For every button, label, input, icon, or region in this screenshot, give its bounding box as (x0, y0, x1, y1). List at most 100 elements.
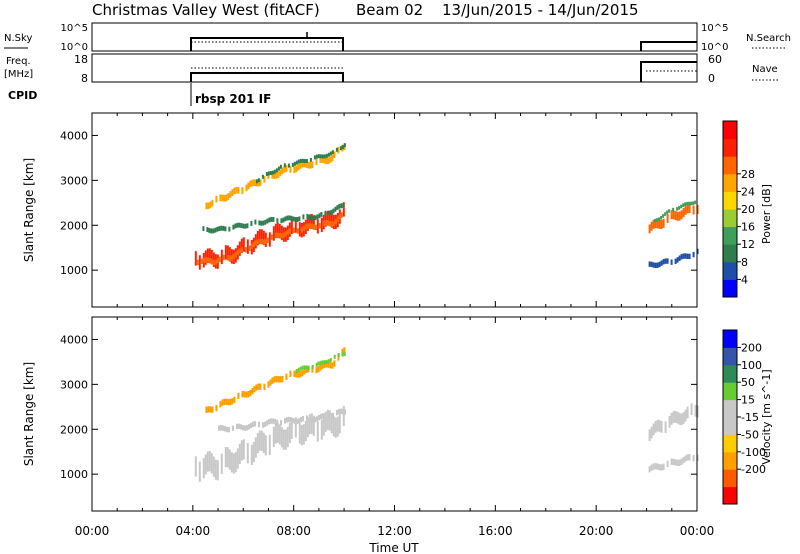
velocity-echo-cell (219, 401, 222, 408)
power-echo-cell (210, 249, 213, 265)
velocity-echo-cell (674, 411, 677, 423)
velocity-echo-cell (676, 459, 679, 466)
velocity-echo-cell (320, 419, 323, 440)
velocity-echo-cell (680, 458, 683, 465)
power-echo-cell (328, 221, 331, 227)
velocity-echo-cell (293, 370, 296, 377)
power-echo-cell (305, 159, 308, 164)
power-echo-cell (238, 222, 241, 228)
power-colorbar-tick-label: 24 (741, 185, 755, 198)
power-echo-cell (337, 146, 340, 154)
velocity-echo-cell (694, 405, 697, 417)
velocity-echo-cell (280, 427, 283, 448)
power-colorbar-swatch (723, 156, 737, 175)
power-echo-cell (319, 156, 322, 163)
power-echo-cell (219, 194, 222, 202)
velocity-echo-cell (670, 458, 673, 465)
velocity-echo-cell (297, 371, 300, 378)
freq-tick-bottom: 8 (81, 72, 88, 85)
velocity-echo-cell (650, 464, 653, 471)
power-echo-cell (660, 219, 663, 229)
velocity-echo-cell (301, 365, 304, 370)
power-echo-cell (284, 216, 287, 222)
power-echo-cell (650, 221, 653, 231)
power-echo-cell (290, 215, 293, 221)
power-echo-cell (325, 157, 328, 165)
date-range-title: 13/Jun/2015 - 14/Jun/2015 (442, 1, 639, 19)
power-echo-cell (332, 220, 335, 227)
power-echo-cell (226, 245, 229, 260)
power-echo-cell (276, 222, 279, 238)
velocity-echo-cell (333, 354, 336, 359)
velocity-echo-cell (295, 371, 298, 378)
velocity-echo-cell (343, 352, 346, 357)
velocity-echo-cell (315, 362, 318, 367)
power-echo-cell (309, 162, 312, 169)
power-echo-cell (676, 211, 679, 221)
power-colorbar-swatch (723, 121, 737, 140)
velocity-echo-cell (308, 414, 311, 435)
power-echo-cell (676, 257, 679, 263)
velocity-echo-cell (319, 364, 322, 371)
power-echo-cell (223, 194, 226, 202)
velocity-ytick-label: 2000 (60, 423, 88, 436)
power-echo-cell (276, 218, 279, 224)
power-echo-cell (220, 225, 223, 231)
power-echo-cell (303, 160, 306, 168)
velocity-echo-cell (280, 420, 282, 426)
velocity-echo-cell (256, 433, 259, 454)
power-echo-cell (214, 227, 217, 233)
time-axis-labels: 00:00 04:00 08:00 12:00 16:00 20:00 00:00 (75, 524, 715, 538)
freq-nave-panel: Freq. [MHz] 18 8 60 0 Nave (4, 53, 778, 85)
power-echo-cell (224, 226, 227, 232)
power-echo-cell (334, 218, 337, 225)
power-echo-cell (280, 232, 283, 239)
velocity-echo-cell (198, 461, 201, 482)
power-echo-cell (277, 171, 280, 178)
velocity-echo-cell (227, 398, 230, 406)
velocity-panel: 1000 2000 3000 4000 Slant Range [km] (22, 316, 699, 512)
power-echo-cell (242, 223, 245, 229)
power-echo-cell (343, 143, 346, 148)
power-echo-cell (263, 176, 266, 183)
velocity-echo-cell (240, 440, 243, 461)
power-colorbar-swatch (723, 279, 737, 298)
power-echo-cell (309, 157, 312, 162)
power-echo-cell (664, 212, 667, 216)
power-colorbar-label: Power [dB] (760, 184, 773, 244)
power-colorbar-tick-label: 16 (741, 221, 755, 234)
velocity-echo-cell (315, 366, 318, 374)
power-echo-cell (672, 207, 675, 212)
velocity-echo-cell (220, 425, 222, 431)
power-echo-cell (206, 227, 209, 232)
power-echo-cell (237, 187, 240, 194)
power-echo-cell (273, 169, 276, 174)
power-echo-cell (273, 172, 276, 179)
velocity-echo-cell (322, 413, 324, 419)
velocity-echo-cell (236, 423, 238, 430)
velocity-echo-cell (678, 413, 681, 425)
power-echo-cell (329, 151, 332, 156)
velocity-echo-cell (284, 418, 286, 424)
velocity-colorbar: 200 100 50 15 -15 -50 -100 -200 (722, 329, 766, 505)
power-echo-cell (295, 165, 298, 173)
power-echo-cell (210, 259, 213, 265)
velocity-echo-cell (321, 362, 324, 370)
power-echo-cell (652, 262, 655, 268)
power-echo-cell (229, 191, 232, 198)
velocity-echo-cell (327, 361, 330, 368)
power-echo-cell (682, 208, 685, 218)
power-echo-cell (296, 217, 299, 222)
power-echo-cell (209, 201, 212, 209)
power-echo-cell (652, 219, 655, 229)
power-echo-cell (321, 156, 324, 163)
velocity-echo-cell (307, 365, 310, 370)
velocity-echo-cell (210, 453, 213, 474)
power-echo-cell (256, 230, 259, 246)
power-echo-cell (279, 169, 282, 177)
power-echo-cell (256, 238, 259, 245)
power-echo-cell (275, 172, 278, 179)
velocity-echo-cell (333, 360, 336, 367)
power-echo-cell (255, 179, 258, 184)
velocity-colorbar-tick-label: -50 (741, 428, 759, 441)
